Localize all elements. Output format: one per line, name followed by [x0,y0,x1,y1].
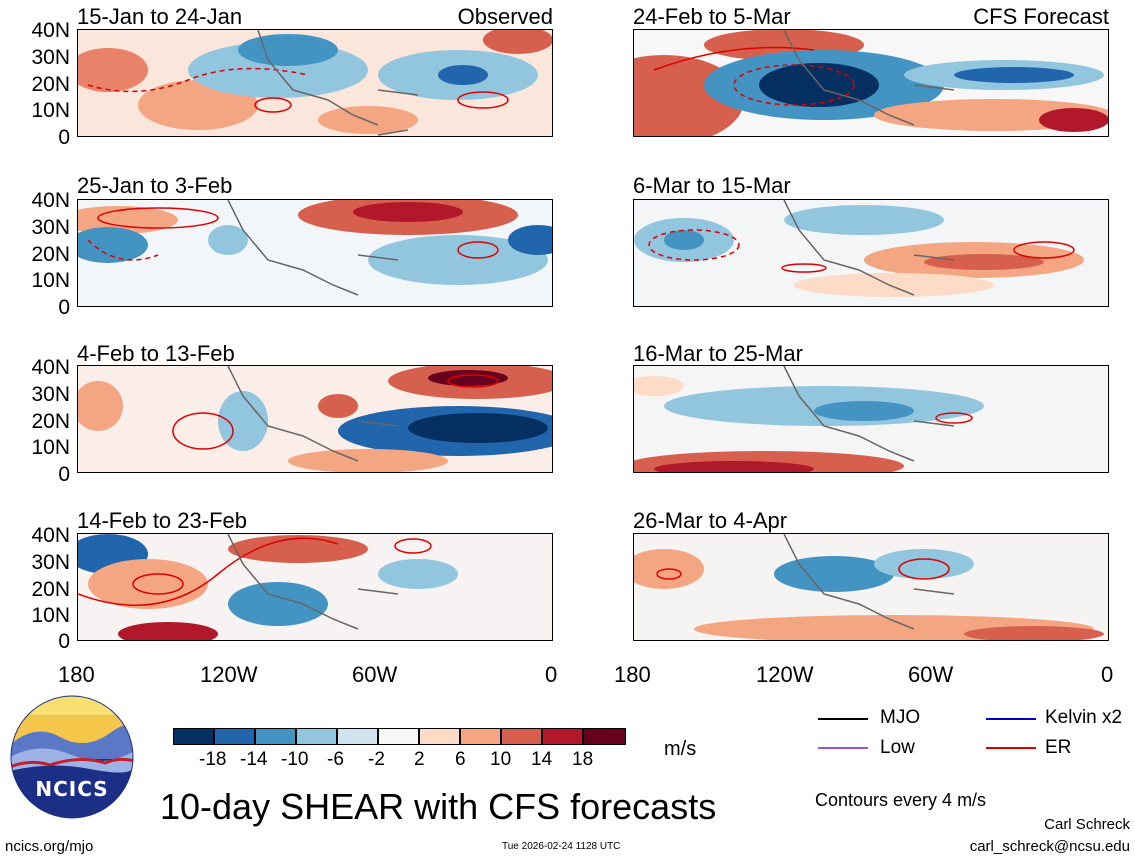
legend-label-mjo: MJO [880,707,921,728]
lat-label: 10N [31,604,70,627]
colorbar-swatch [583,728,626,745]
colorbar-label: -2 [368,749,385,770]
lat-label: 0 [58,463,70,486]
lat-label: 20N [31,243,70,266]
colorbar-swatch [501,728,542,745]
lat-label: 40N [31,19,70,42]
colorbar-units: m/s [664,738,697,760]
legend-label-kelvin: Kelvin x2 [1045,707,1123,728]
panel-title-3: 4-Feb to 13-Feb [77,341,235,366]
map-panel-8 [633,533,1109,641]
lon-label: 180 [614,662,651,687]
lat-label: 20N [31,73,70,96]
timestamp: Tue 2026-02-24 1128 UTC [502,841,621,852]
colorbar-swatch [419,728,460,745]
map-panel-1 [77,29,553,137]
map-panel-6 [633,199,1109,307]
panel-title-2: 25-Jan to 3-Feb [77,173,233,198]
contour-note: Contours every 4 m/s [815,790,987,810]
colorbar-swatch [214,728,255,745]
colorbar-label: -18 [199,749,227,770]
lat-label: 30N [31,551,70,574]
lat-label: 30N [31,383,70,406]
panel-title-6: 6-Mar to 15-Mar [633,173,791,198]
map-panel-7 [633,365,1109,473]
lon-label: 60W [352,662,398,687]
colorbar-label: 18 [572,749,594,770]
colorbar-label: 2 [414,749,425,770]
legend-line-er [986,747,1036,749]
lat-label: 10N [31,436,70,459]
ncics-logo: NCICS [10,695,134,819]
colorbar-label: 6 [455,749,466,770]
legend-line-kelvin [986,718,1036,720]
panel-title-5: 24-Feb to 5-Mar [633,4,791,29]
lat-label: 0 [58,296,70,319]
colorbar-swatch [337,728,378,745]
panel-label-cfs-forecast: CFS Forecast [973,4,1109,29]
ncics-logo-graphic [10,695,134,819]
logo-text: NCICS [35,777,109,801]
map-panel-3 [77,365,553,473]
colorbar-label: -14 [240,749,268,770]
colorbar-swatch [173,728,214,745]
lon-label: 0 [1101,662,1114,687]
panel-title-7: 16-Mar to 25-Mar [633,341,803,366]
legend-label-low: Low [880,737,915,758]
legend-line-low [818,747,868,749]
lon-label: 120W [756,662,814,687]
lon-label: 120W [200,662,258,687]
colorbar-label: 14 [531,749,553,770]
panel-label-observed: Observed [457,4,553,29]
colorbar-label: 10 [490,749,512,770]
colorbar-label: -10 [281,749,309,770]
lat-label: 30N [31,216,70,239]
lon-label: 0 [545,662,558,687]
lat-label: 40N [31,189,70,212]
lon-label: 180 [58,662,95,687]
legend-line-mjo [818,718,868,720]
map-panel-5 [633,29,1109,137]
author-email: carl_schreck@ncsu.edu [969,838,1130,855]
lat-label: 20N [31,578,70,601]
main-title: 10-day SHEAR with CFS forecasts [160,786,717,827]
colorbar-swatch [460,728,501,745]
lat-label: 20N [31,410,70,433]
lat-label: 40N [31,356,70,379]
panel-title-4: 14-Feb to 23-Feb [77,508,247,533]
map-panel-2 [77,199,553,307]
source-url: ncics.org/mjo [5,838,94,855]
lon-label: 60W [908,662,954,687]
lat-label: 40N [31,524,70,547]
legend-label-er: ER [1045,737,1072,758]
author-name: Carl Schreck [1044,816,1130,833]
lat-label: 0 [58,126,70,149]
panel-title-1: 15-Jan to 24-Jan [77,4,243,29]
lat-label: 0 [58,630,70,653]
lat-label: 10N [31,269,70,292]
colorbar-swatch [296,728,337,745]
colorbar-swatch [378,728,419,745]
colorbar-label: -6 [327,749,344,770]
panel-title-8: 26-Mar to 4-Apr [633,508,788,533]
lat-label: 10N [31,99,70,122]
colorbar-swatch [255,728,296,745]
colorbar-swatch [542,728,583,745]
lat-label: 30N [31,46,70,69]
map-panel-4 [77,533,553,641]
